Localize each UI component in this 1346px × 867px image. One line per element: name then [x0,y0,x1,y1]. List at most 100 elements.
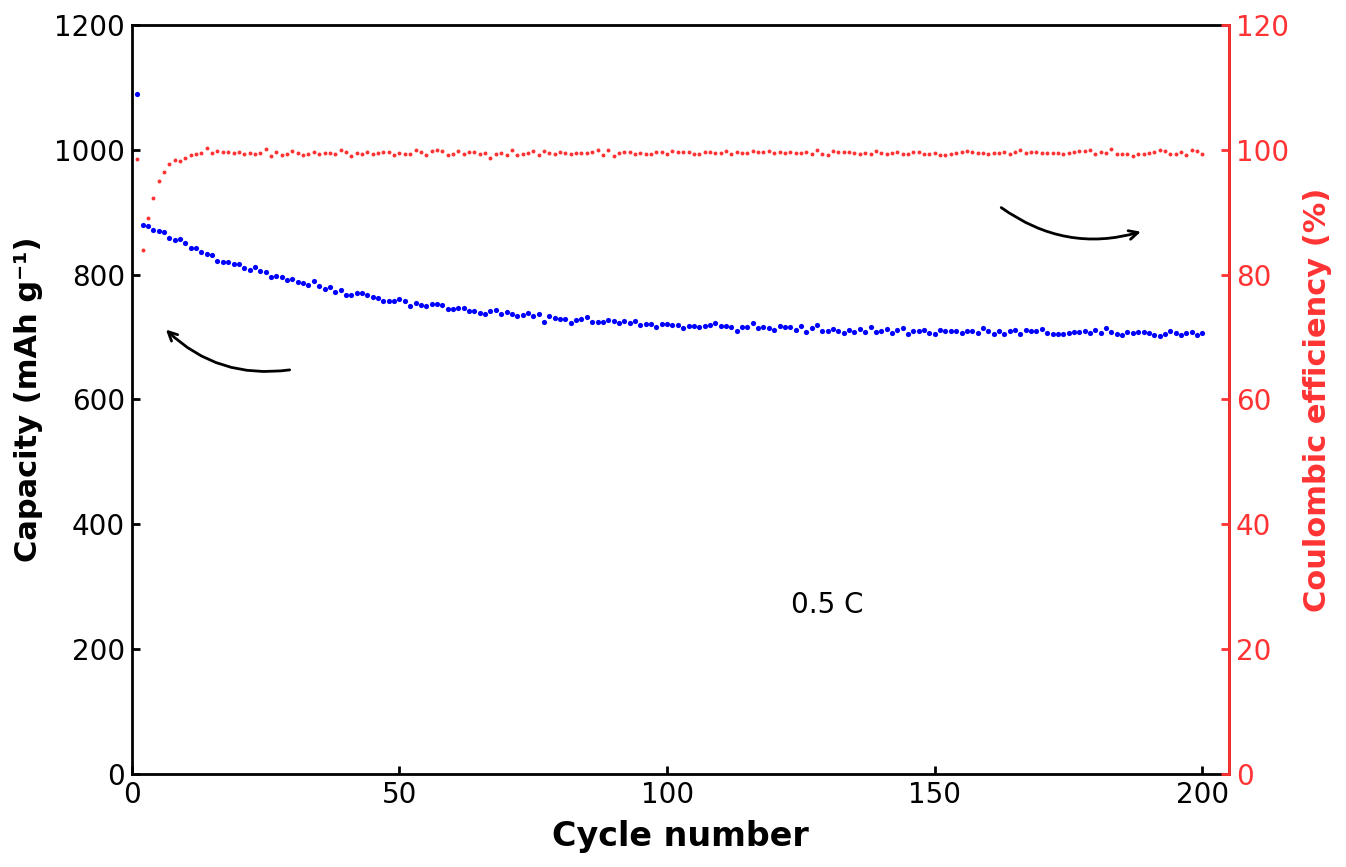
Point [1058,326,1079,340]
Point [1036,146,1058,160]
Point [693,145,715,159]
Point [560,147,581,160]
Point [812,324,833,338]
Point [614,145,635,159]
Point [346,286,367,300]
Point [860,321,882,335]
Point [213,145,234,159]
Point [635,317,657,331]
Point [688,147,709,160]
Point [1164,147,1186,161]
Point [860,147,882,161]
Point [929,323,950,337]
Point [914,147,935,160]
Point [1085,323,1106,337]
Point [533,144,555,158]
Point [1063,325,1085,339]
Point [662,145,684,159]
Point [898,147,919,161]
Point [341,288,362,302]
Point [143,224,164,238]
Point [742,144,763,158]
Point [324,285,346,299]
Point [758,321,779,335]
Point [463,145,485,159]
Point [608,147,630,160]
Point [1101,324,1123,338]
Point [608,316,630,330]
Point [725,145,747,159]
Point [806,318,828,332]
Point [324,147,346,160]
Point [833,326,855,340]
Point [871,324,892,338]
Point [222,147,244,160]
Point [297,277,319,291]
Point [378,294,400,308]
Point [731,147,752,160]
Point [1085,147,1106,161]
Point [1106,328,1128,342]
Point [479,151,501,165]
Point [1117,147,1139,160]
Point [785,147,806,160]
Point [207,145,229,159]
Point [898,327,919,341]
Point [153,225,175,239]
Point [1128,147,1149,160]
Point [528,148,549,162]
Point [1186,328,1207,342]
Point [164,153,186,167]
Point [244,147,265,160]
Point [132,218,153,231]
Point [159,231,180,244]
Point [592,316,614,329]
Point [678,319,700,333]
Point [684,147,705,161]
Point [914,323,935,336]
Point [186,147,207,160]
Point [909,323,930,337]
Point [153,165,175,179]
Point [1031,322,1053,336]
Point [175,236,197,250]
Point [934,148,956,162]
Point [833,145,855,159]
Point [892,147,914,160]
Point [207,253,229,267]
Point [1170,329,1191,342]
Point [1047,146,1069,160]
Point [945,147,966,160]
Point [972,146,993,160]
Point [657,317,678,331]
Point [458,304,479,318]
Point [148,174,170,188]
Text: 0.5 C: 0.5 C [791,591,864,620]
Point [1090,145,1112,159]
Point [468,306,490,320]
Point [495,148,517,162]
Point [950,146,972,160]
Point [668,146,689,160]
Point [384,147,405,161]
Point [715,144,736,158]
Point [909,146,930,160]
Point [1042,146,1063,160]
Point [191,244,213,258]
Point [330,142,351,156]
Point [1074,145,1096,159]
Point [828,145,849,159]
Point [1154,327,1175,341]
Point [319,146,341,160]
Point [490,147,511,160]
Point [1148,329,1170,342]
Point [822,323,844,336]
Point [443,147,464,160]
Point [303,275,324,289]
Point [421,297,443,311]
Point [1180,325,1202,339]
Point [1154,145,1175,159]
Point [362,147,384,161]
Point [923,327,945,341]
Point [501,143,522,157]
